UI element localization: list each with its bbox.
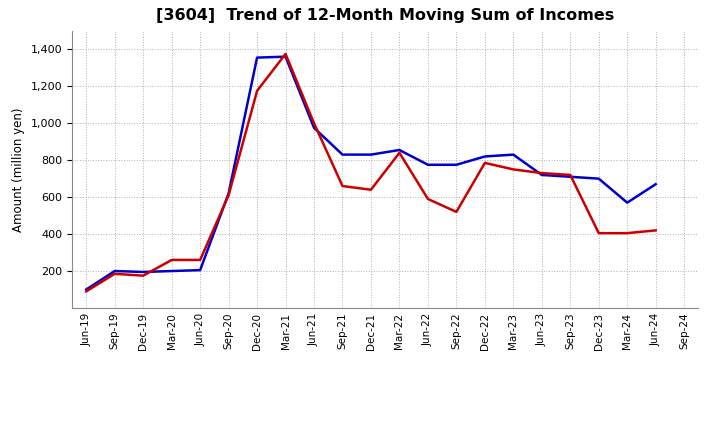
Net Income xyxy=(225,193,233,198)
Net Income xyxy=(167,257,176,263)
Net Income xyxy=(623,231,631,236)
Line: Net Income: Net Income xyxy=(86,54,656,291)
Ordinary Income xyxy=(310,125,318,130)
Net Income xyxy=(452,209,461,215)
Ordinary Income xyxy=(509,152,518,157)
Ordinary Income xyxy=(537,172,546,178)
Ordinary Income xyxy=(196,268,204,273)
Net Income xyxy=(423,196,432,202)
Net Income xyxy=(480,160,489,165)
Net Income xyxy=(652,228,660,233)
Net Income xyxy=(310,121,318,126)
Ordinary Income xyxy=(652,182,660,187)
Ordinary Income xyxy=(623,200,631,205)
Ordinary Income xyxy=(566,174,575,180)
Y-axis label: Amount (million yen): Amount (million yen) xyxy=(12,107,25,231)
Net Income xyxy=(282,51,290,56)
Ordinary Income xyxy=(395,147,404,153)
Ordinary Income xyxy=(452,162,461,167)
Ordinary Income xyxy=(139,269,148,275)
Net Income xyxy=(566,172,575,178)
Title: [3604]  Trend of 12-Month Moving Sum of Incomes: [3604] Trend of 12-Month Moving Sum of I… xyxy=(156,7,614,23)
Ordinary Income xyxy=(167,268,176,274)
Net Income xyxy=(196,257,204,263)
Ordinary Income xyxy=(225,191,233,196)
Ordinary Income xyxy=(110,268,119,274)
Net Income xyxy=(139,273,148,279)
Line: Ordinary Income: Ordinary Income xyxy=(86,57,656,290)
Net Income xyxy=(82,289,91,294)
Net Income xyxy=(395,150,404,155)
Ordinary Income xyxy=(253,55,261,60)
Ordinary Income xyxy=(480,154,489,159)
Net Income xyxy=(595,231,603,236)
Net Income xyxy=(110,271,119,276)
Net Income xyxy=(537,170,546,176)
Net Income xyxy=(338,183,347,189)
Net Income xyxy=(253,88,261,93)
Ordinary Income xyxy=(423,162,432,167)
Ordinary Income xyxy=(338,152,347,157)
Ordinary Income xyxy=(595,176,603,181)
Ordinary Income xyxy=(366,152,375,157)
Net Income xyxy=(366,187,375,192)
Net Income xyxy=(509,167,518,172)
Ordinary Income xyxy=(282,54,290,59)
Ordinary Income xyxy=(82,287,91,292)
